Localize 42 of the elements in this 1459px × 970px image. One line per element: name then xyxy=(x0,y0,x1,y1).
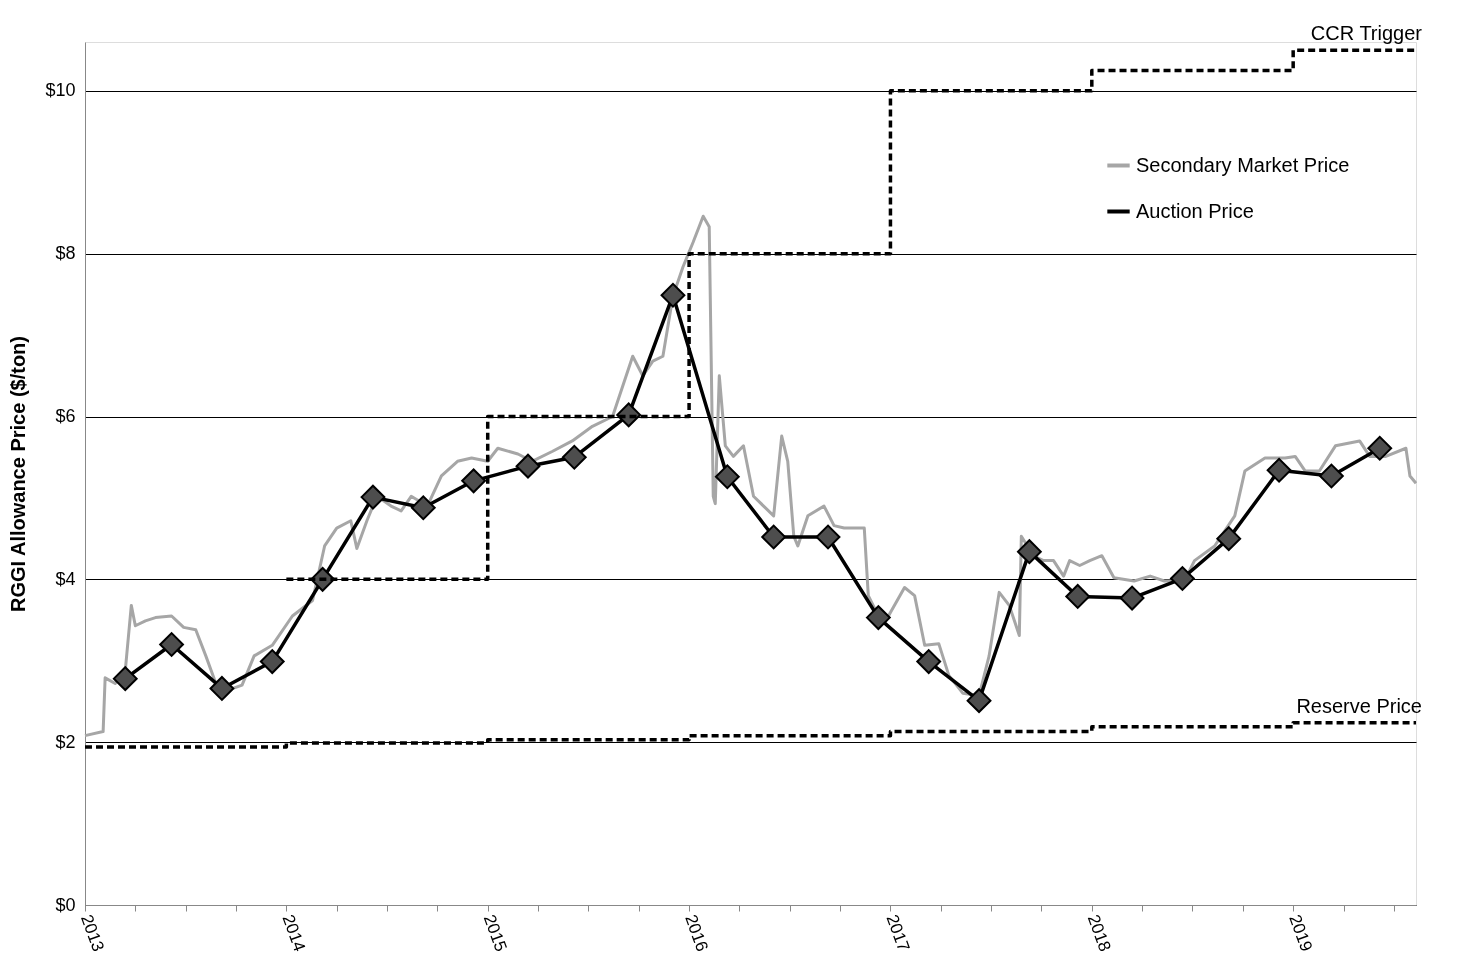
point xyxy=(815,524,841,550)
point xyxy=(1367,435,1393,461)
x-tick-label: 2017 xyxy=(882,912,914,955)
point xyxy=(761,524,787,550)
point xyxy=(360,484,386,510)
point xyxy=(259,649,285,674)
point xyxy=(461,468,487,494)
series-label: CCR Trigger xyxy=(1310,22,1423,45)
y-tick-label: $8 xyxy=(55,243,76,264)
point xyxy=(660,282,686,308)
point xyxy=(1119,585,1145,611)
series-label: Reserve Price xyxy=(1296,694,1422,717)
point xyxy=(1016,539,1042,565)
point xyxy=(966,688,992,714)
x-tick-label: 2013 xyxy=(77,912,108,955)
x-tick-label: 2018 xyxy=(1083,912,1115,955)
point xyxy=(561,444,587,470)
y-tick-label: $6 xyxy=(55,406,76,427)
point xyxy=(916,649,942,674)
point xyxy=(159,632,184,657)
y-tick-label: $10 xyxy=(45,80,76,101)
point xyxy=(410,495,436,521)
y-axis-title: RGGI Allowance Price ($/ton) xyxy=(7,336,30,612)
x-tick-label: 2015 xyxy=(479,912,511,955)
point xyxy=(1170,566,1195,591)
point xyxy=(209,676,235,701)
point xyxy=(1266,457,1292,483)
x-tick-label: 2016 xyxy=(681,912,712,955)
y-tick-label: $0 xyxy=(55,894,76,915)
x-tick-label: 2014 xyxy=(278,912,310,955)
x-tick-label: 2019 xyxy=(1285,912,1316,955)
point xyxy=(112,666,138,692)
y-tick-label: $4 xyxy=(55,568,76,589)
y-tick-label: $2 xyxy=(55,731,76,752)
point xyxy=(515,453,541,479)
point xyxy=(1319,463,1344,489)
point xyxy=(865,605,891,631)
legend-label: Secondary Market Price xyxy=(1136,153,1350,176)
point xyxy=(1065,584,1091,609)
point xyxy=(714,464,740,490)
legend-label: Auction Price xyxy=(1136,199,1254,222)
point xyxy=(1216,526,1242,552)
